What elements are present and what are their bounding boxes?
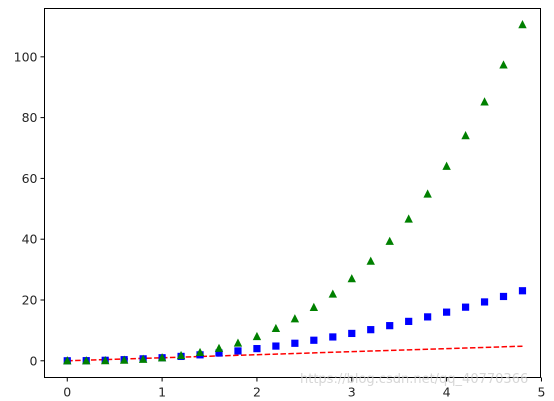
y-tick-label: 0 [30,353,38,368]
series-line [67,345,523,362]
data-point-triangle [157,353,167,362]
data-point-square [480,298,489,306]
x-tick-label: 2 [253,385,261,400]
series-square-markers [63,287,527,365]
data-point-triangle [138,354,148,363]
data-point-square [424,313,432,321]
data-point-square [443,308,451,316]
data-point-triangle [214,343,224,352]
y-tick-label: 20 [22,292,38,307]
data-point-triangle [101,355,110,365]
axis-ticks: 0 1 2 3 4 5 0 20 40 60 80 100 [14,49,546,399]
data-point-triangle [290,314,300,323]
x-tick-label: 5 [537,385,545,400]
data-point-triangle [499,60,508,69]
axes-frame [44,8,541,378]
x-tick-label: 4 [443,385,451,400]
y-tick-label: 80 [22,110,38,125]
x-tick-label: 0 [63,385,71,400]
data-point-square [215,349,223,357]
data-point-triangle [385,236,394,245]
series-triangle-markers [63,20,527,365]
data-point-square [291,339,299,347]
data-point-triangle [366,256,375,265]
watermark-text: https://blog.csdn.net/qq_40770366 [300,372,529,387]
data-point-triangle [233,338,243,347]
data-point-triangle [480,97,489,106]
data-point-square [329,333,337,341]
x-tick-label: 1 [158,385,166,400]
y-tick-label: 60 [22,171,38,186]
data-point-triangle [404,214,413,223]
y-tick-label: 40 [22,232,38,247]
data-point-square [367,326,375,334]
data-point-triangle [518,20,527,29]
data-point-triangle [461,130,470,140]
data-point-triangle [195,347,205,357]
data-point-triangle [252,331,262,341]
data-point-triangle [119,355,129,364]
data-point-square [272,342,280,350]
data-point-triangle [271,323,281,333]
data-point-square [499,292,508,301]
x-tick-label: 3 [348,385,356,400]
data-point-square [234,347,242,355]
data-point-square [461,303,470,311]
data-point-triangle [442,161,451,170]
data-point-triangle [328,289,338,298]
data-point-square [386,322,394,330]
data-point-triangle [82,356,91,365]
data-point-triangle [63,356,72,365]
data-point-square [348,329,356,338]
data-point-triangle [309,302,319,311]
series-dashed-line [67,345,523,362]
y-tick-label: 100 [14,49,38,64]
data-point-square [253,345,261,353]
data-point-triangle [423,189,432,198]
data-point-square [405,317,413,325]
plot-area [63,20,527,365]
data-point-square [518,287,527,295]
data-point-triangle [347,274,356,283]
data-point-triangle [176,350,186,360]
data-point-square [310,336,318,344]
